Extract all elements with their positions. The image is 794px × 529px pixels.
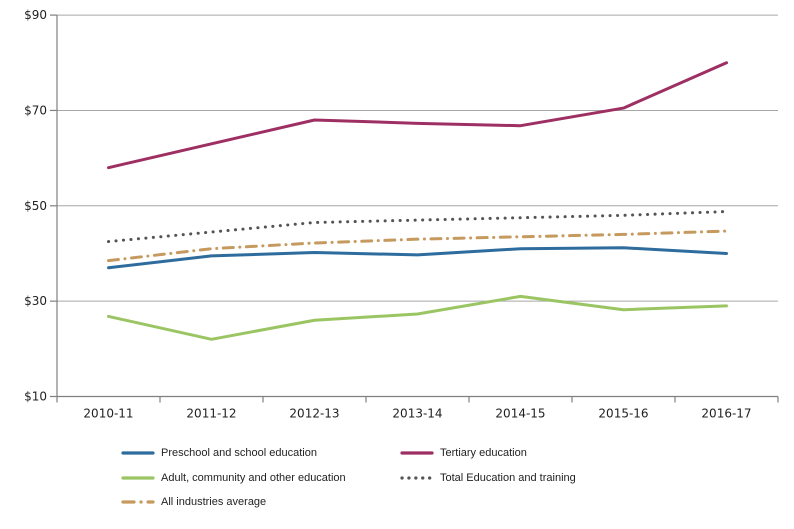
legend-swatch-adult-community-and-other-education xyxy=(121,475,155,480)
series-line-total-education-and-training xyxy=(107,210,728,244)
x-tick-label: 2015-16 xyxy=(598,407,648,421)
series-line-tertiary-education xyxy=(107,61,728,170)
x-tick-label: 2012-13 xyxy=(289,407,339,421)
series-line-preschool-and-school-education xyxy=(107,246,728,270)
y-tick-label: $10 xyxy=(24,390,47,404)
legend-item-preschool-and-school-education: Preschool and school education xyxy=(121,446,317,460)
legend-swatch-total-education-and-training xyxy=(400,475,434,480)
line-chart-canvas: $10 $30 $50 $70 $90 2010-11 2011-12 2012-13 2013… xyxy=(24,8,779,421)
legend-swatch-tertiary-education xyxy=(400,451,434,455)
legend-label-total-education-and-training: Total Education and training xyxy=(440,471,576,484)
line-chart: $10 $30 $50 $70 $90 2010-11 2011-12 2012-13 2013… xyxy=(24,8,779,421)
x-tick-label: 2010-11 xyxy=(83,407,133,421)
series-line-all-industries-average xyxy=(107,229,728,263)
x-tick-label: 2011-12 xyxy=(186,407,236,421)
y-tick-label: $50 xyxy=(24,199,47,213)
legend-label-preschool-and-school-education: Preschool and school education xyxy=(161,447,317,459)
y-tick-label: $70 xyxy=(24,103,47,117)
series-line-adult-community-and-other-education xyxy=(107,294,728,341)
chart-legend: Preschool and school education Adult, com… xyxy=(0,440,794,525)
legend-label-adult-community-and-other-education: Adult, community and other education xyxy=(161,471,346,484)
y-tick-label: $30 xyxy=(24,294,47,308)
legend-swatch-preschool-and-school-education xyxy=(121,451,155,455)
x-tick-label: 2016-17 xyxy=(701,407,751,421)
legend-item-tertiary-education: Tertiary education xyxy=(400,446,527,460)
legend-item-adult-community-and-other-education: Adult, community and other education xyxy=(121,471,346,485)
y-tick-label: $90 xyxy=(24,8,47,22)
x-tick-label: 2013-14 xyxy=(392,407,442,421)
legend-label-tertiary-education: Tertiary education xyxy=(440,447,527,459)
legend-label-all-industries-average: All industries average xyxy=(161,496,267,508)
legend-swatch-all-industries-average xyxy=(121,500,155,504)
legend-item-all-industries-average: All industries average xyxy=(121,495,266,509)
legend-item-total-education-and-training: Total Education and training xyxy=(400,471,576,485)
x-tick-label: 2014-15 xyxy=(495,407,545,421)
